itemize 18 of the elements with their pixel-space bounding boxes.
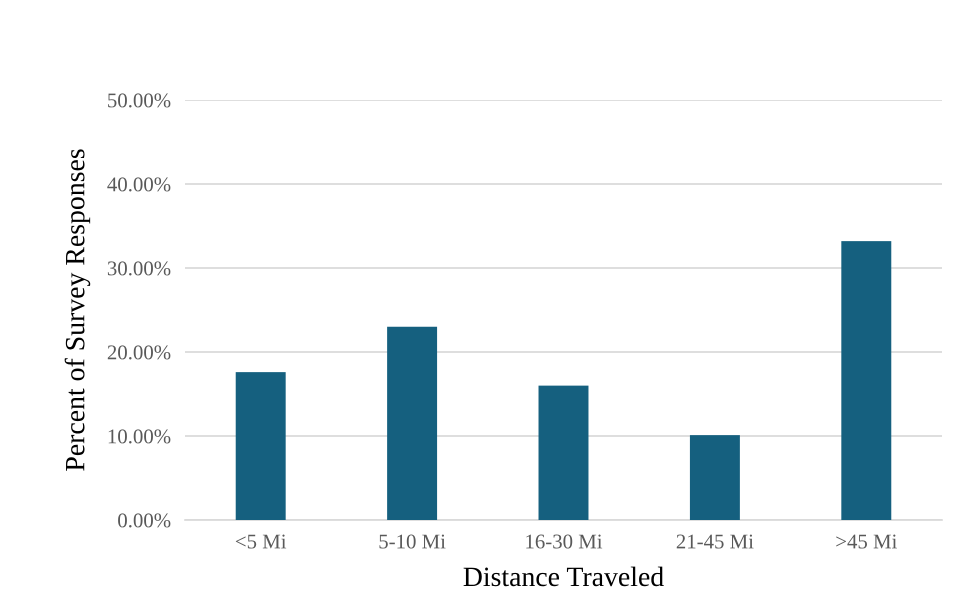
x-tick-label: 21-45 Mi [676,534,754,549]
x-tick-label: 5-10 Mi [379,534,446,549]
y-axis-title: Percent of Survey Responses [64,149,90,471]
x-tick-label: 16-30 Mi [526,534,602,549]
bar [841,241,892,520]
bar [538,386,588,520]
y-tick-label: 30.00% [108,261,170,276]
x-axis-title: Distance Traveled [464,566,664,586]
y-tick-label: 50.00% [108,93,170,108]
y-tick-label: 0.00% [118,513,170,528]
x-tick-label: <5 Mi [236,534,286,549]
x-tick-label: >45 Mi [836,534,897,549]
y-tick-label: 20.00% [108,345,170,360]
y-tick-label: 10.00% [108,429,170,444]
bar [690,435,740,520]
y-tick-label: 40.00% [107,177,170,192]
bar [387,326,438,520]
bar [236,372,286,520]
